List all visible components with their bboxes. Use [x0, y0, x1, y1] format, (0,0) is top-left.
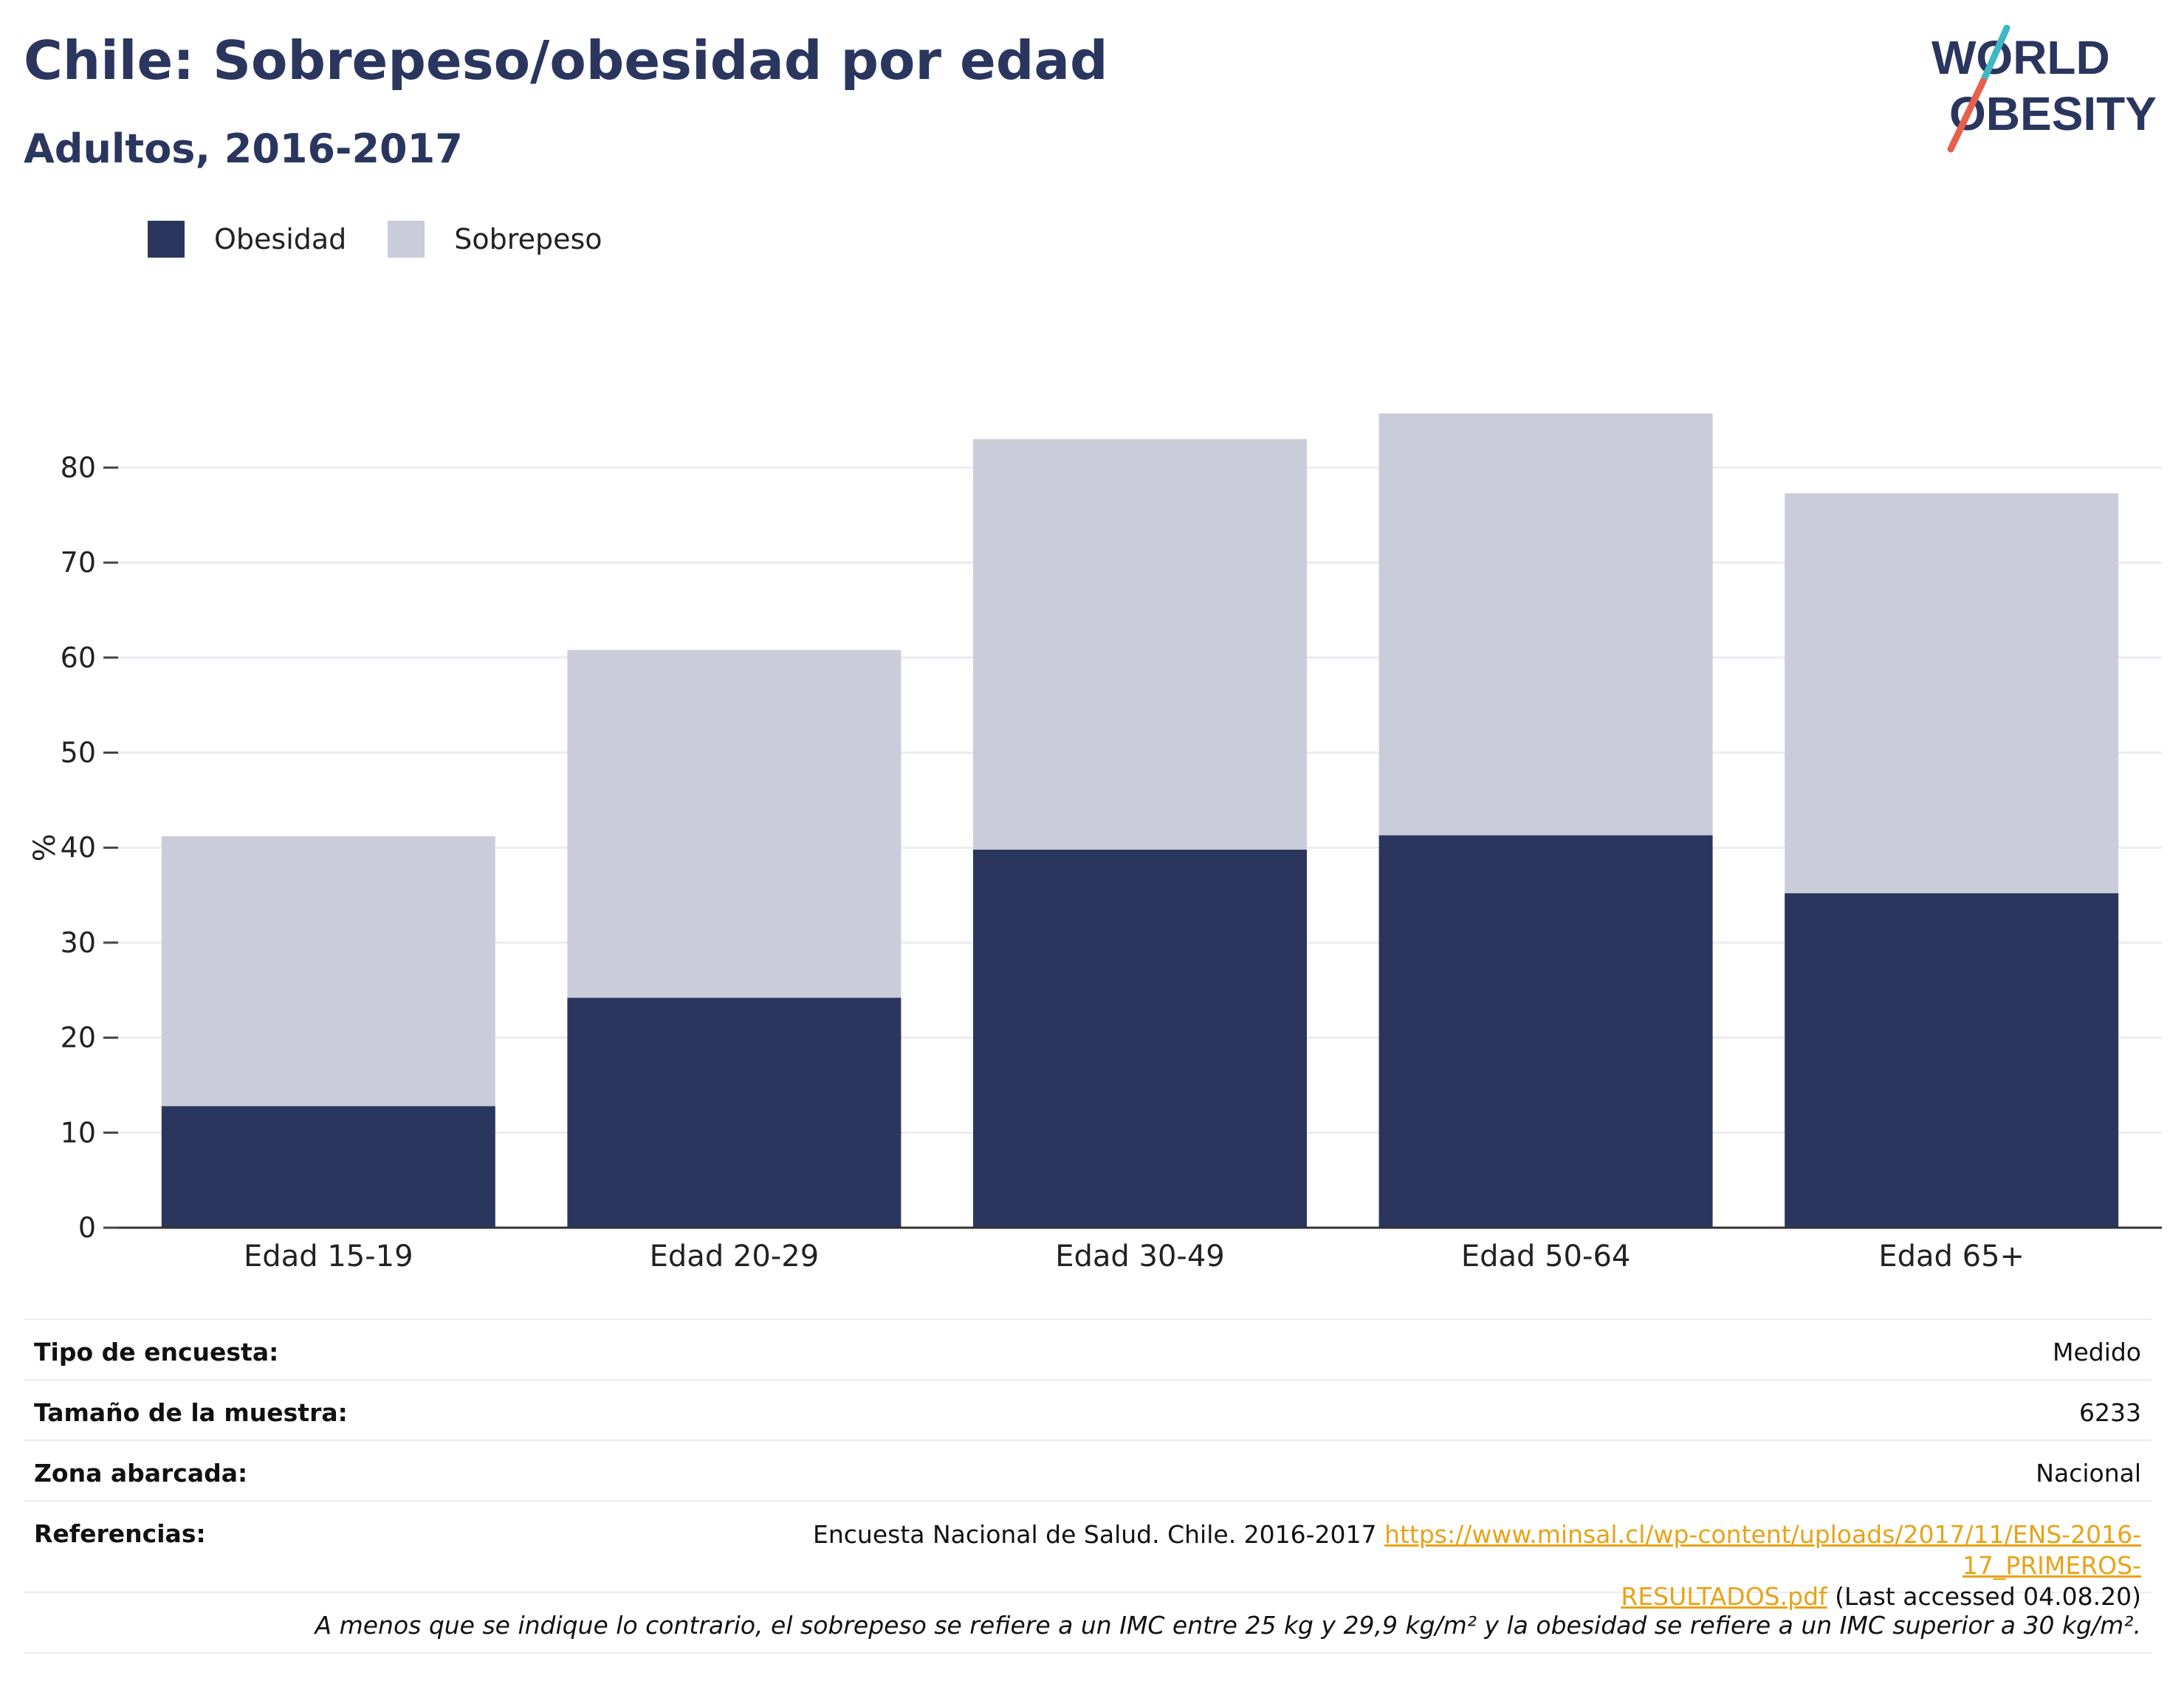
x-tick-label: Edad 30-49 — [1055, 1240, 1225, 1270]
sample-size-value: 6233 — [2079, 1398, 2141, 1427]
x-tick-label: Edad 20-29 — [650, 1240, 820, 1270]
y-tick-label: 70 — [61, 546, 96, 579]
logo-line1: WORLD — [1931, 31, 2110, 84]
sample-size-label: Tamaño de la muestra: — [34, 1398, 348, 1427]
legend-label-obesidad: Obesidad — [214, 223, 347, 255]
x-tick-label: Edad 15-19 — [244, 1240, 413, 1270]
references-label: Referencias: — [34, 1519, 206, 1548]
y-tick-label: 60 — [61, 642, 96, 674]
bar-sobrepeso-4 — [1378, 413, 1713, 836]
y-tick-label: 10 — [61, 1116, 96, 1149]
bar-sobrepeso-1 — [161, 836, 495, 1107]
survey-type-label: Tipo de encuesta: — [34, 1338, 279, 1366]
y-tick-label: 80 — [61, 451, 96, 484]
world-obesity-logo: WORLD OBESITY — [1931, 24, 2157, 153]
page-subtitle: Adultos, 2016-2017 — [24, 126, 463, 172]
references-link-line1: https://www.minsal.cl/wp-content/uploads… — [1384, 1520, 2141, 1580]
bar-sobrepeso-5 — [1785, 493, 2119, 893]
legend-swatch-sobrepeso — [388, 221, 425, 258]
y-tick-label: 0 — [78, 1211, 96, 1244]
logo-line2: OBESITY — [1949, 87, 2157, 140]
metadata-table: Tipo de encuesta: Medido Tamaño de la mu… — [24, 1318, 2152, 1654]
logo-slash-teal — [1979, 24, 2010, 85]
meta-row-references: Referencias: Encuesta Nacional de Salud.… — [24, 1500, 2152, 1611]
area-value: Nacional — [2036, 1459, 2141, 1488]
survey-type-value: Medido — [2052, 1338, 2141, 1366]
logo-slash-red — [1947, 78, 1987, 153]
definition-note: A menos que se indique lo contrario, el … — [315, 1611, 2141, 1640]
bar-chart: 0 10 20 30 40 50 60 70 80% Edad 15-19 Edad 20-29 Ed… — [28, 413, 2162, 1270]
y-tick-label: 50 — [61, 737, 96, 769]
bar-obesidad-5 — [1785, 893, 2119, 1228]
area-label: Zona abarcada: — [34, 1459, 248, 1488]
meta-row-sample-size: Tamaño de la muestra: 6233 — [24, 1379, 2152, 1440]
meta-row-note: A menos que se indique lo contrario, el … — [24, 1592, 2152, 1654]
bar-obesidad-3 — [973, 849, 1307, 1228]
legend-item-obesidad: Obesidad — [148, 221, 346, 258]
y-tick-label: 30 — [61, 926, 96, 959]
x-tick-label: Edad 50-64 — [1461, 1240, 1631, 1270]
bar-obesidad-4 — [1378, 835, 1713, 1228]
meta-row-area: Zona abarcada: Nacional — [24, 1440, 2152, 1500]
bar-sobrepeso-2 — [567, 650, 902, 998]
meta-row-survey-type: Tipo de encuesta: Medido — [24, 1318, 2152, 1379]
references-text: Encuesta Nacional de Salud. Chile. 2016-… — [813, 1520, 1385, 1549]
references-link[interactable]: https://www.minsal.cl/wp-content/uploads… — [1384, 1520, 2141, 1611]
legend-swatch-obesidad — [148, 221, 185, 258]
y-tick-label: 40 — [61, 831, 96, 864]
page-title: Chile: Sobrepeso/obesidad por edad — [24, 30, 1108, 92]
references-link-line2: RESULTADOS.pdf — [1621, 1582, 1827, 1611]
legend-item-sobrepeso: Sobrepeso — [388, 221, 602, 258]
y-tick-label: 20 — [61, 1022, 96, 1054]
bar-obesidad-1 — [161, 1106, 495, 1228]
legend-label-sobrepeso: Sobrepeso — [454, 223, 602, 255]
bar-obesidad-2 — [567, 997, 902, 1228]
x-tick-label: Edad 65+ — [1878, 1240, 2025, 1270]
y-axis-label: % — [28, 833, 62, 862]
chart-legend: Obesidad Sobrepeso — [148, 220, 644, 258]
references-accessed: (Last accessed 04.08.20) — [1827, 1582, 2141, 1611]
bar-sobrepeso-3 — [973, 439, 1307, 850]
references-value: Encuesta Nacional de Salud. Chile. 2016-… — [665, 1519, 2141, 1612]
